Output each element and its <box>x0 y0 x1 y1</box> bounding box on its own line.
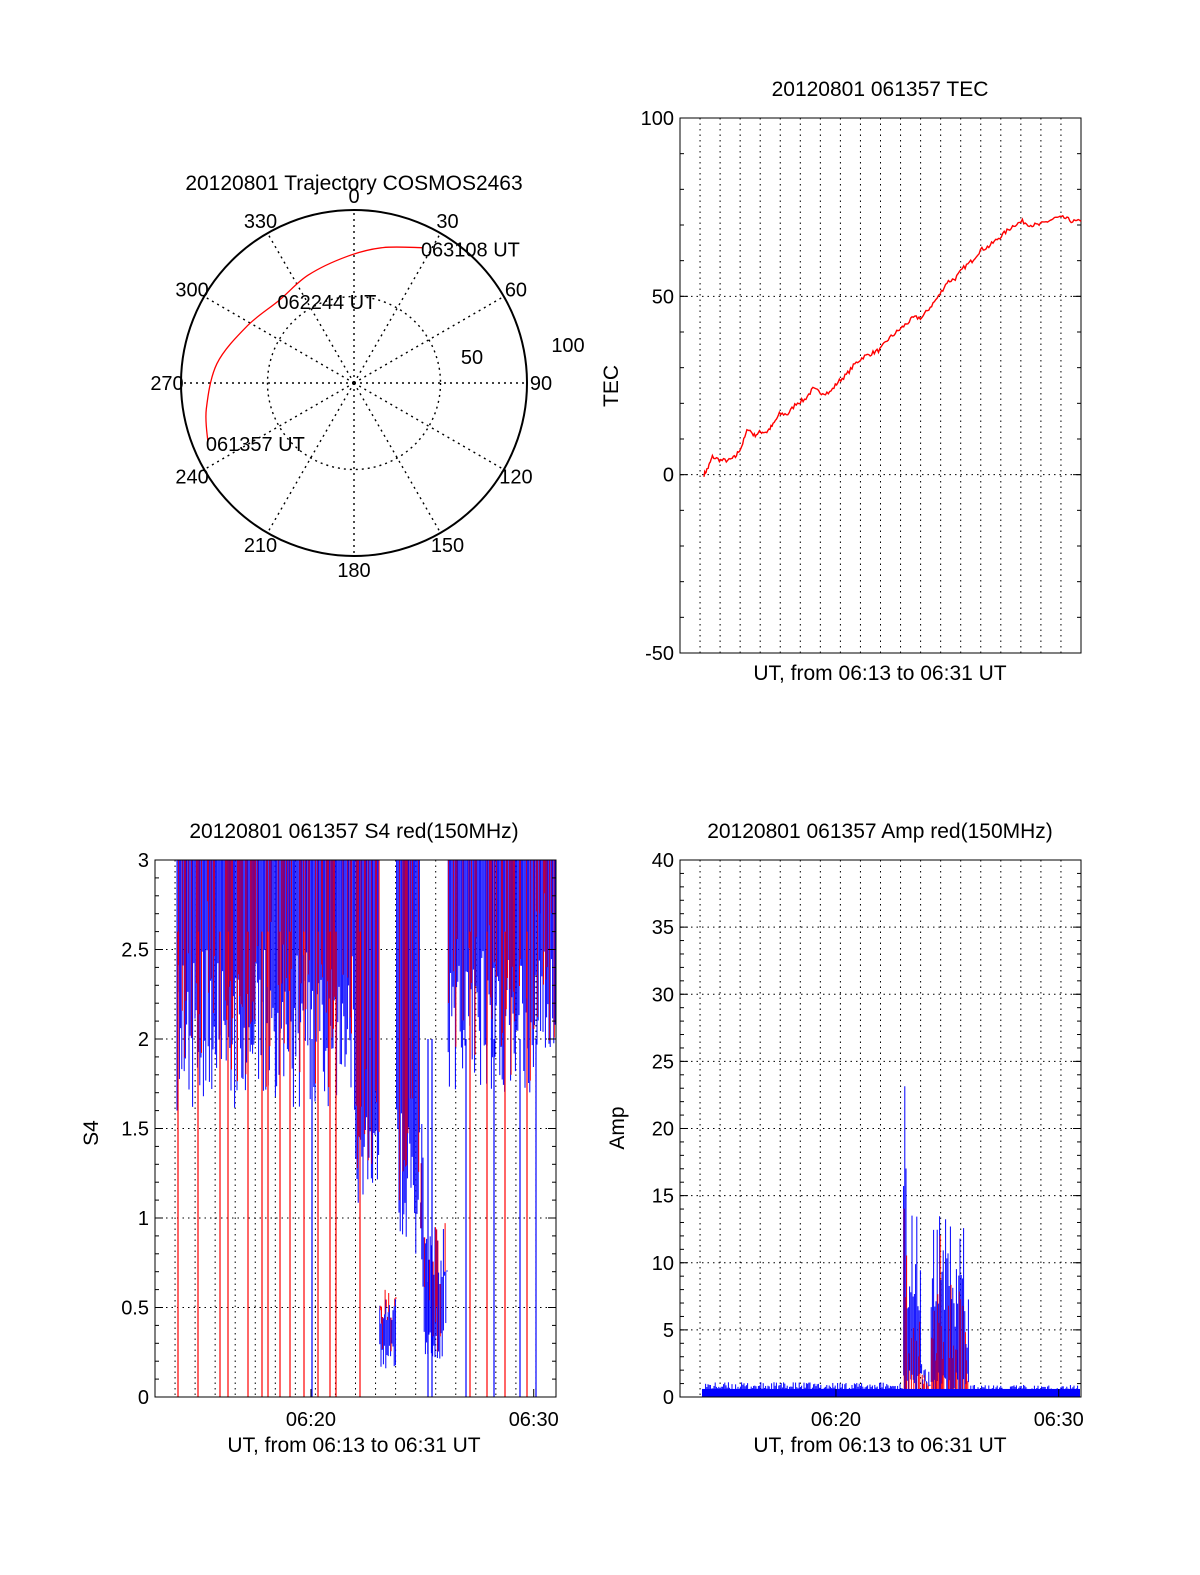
tec-grid <box>680 118 1081 653</box>
y-tick-label: 20 <box>652 1119 674 1141</box>
y-tick-label: 1 <box>138 1208 149 1230</box>
y-tick-label: 2.5 <box>121 940 149 962</box>
x-tick-label: 06:20 <box>811 1409 861 1431</box>
trajectory-time-labels: 061357 UT 062244 UT 063108 UT <box>206 240 520 456</box>
y-tick-label: 2 <box>138 1029 149 1051</box>
polar-azimuth-labels: 0 30 60 90 120 150 180 210 240 270 300 330 <box>150 186 552 582</box>
polar-azimuth-label-270: 270 <box>150 373 183 395</box>
y-tick-label: 30 <box>652 984 674 1006</box>
y-tick-label: 5 <box>663 1320 674 1342</box>
x-tick-label: 06:30 <box>509 1409 559 1431</box>
s4-series <box>176 860 556 1397</box>
amp-x-label: UT, from 06:13 to 06:31 UT <box>753 1434 1006 1457</box>
tec-y-label: TEC <box>600 365 623 407</box>
y-tick-label: 0.5 <box>121 1298 149 1320</box>
tec-panel: 20120801 061357 TEC -50 0 50 100 TEC UT, fr… <box>600 78 1082 685</box>
tec-plot-frame <box>679 117 1082 654</box>
polar-horizon-circle <box>180 209 528 557</box>
amp-plot-frame <box>679 859 1082 1398</box>
amp-baseline-band <box>702 1388 1080 1397</box>
amp-y-label: Amp <box>606 1106 629 1149</box>
polar-spoke-300 <box>203 295 355 384</box>
polar-azimuth-label-330: 330 <box>244 211 277 233</box>
y-tick-label: 25 <box>652 1051 674 1073</box>
polar-radial-label-100: 100 <box>551 335 584 357</box>
polar-spoke-120 <box>353 382 505 471</box>
y-tick-label: 35 <box>652 917 674 939</box>
y-tick-label: 3 <box>138 850 149 872</box>
amp-series <box>702 1086 1080 1397</box>
y-tick-label: 100 <box>641 108 674 130</box>
y-tick-label: 0 <box>138 1387 149 1409</box>
s4-y-label: S4 <box>80 1120 103 1146</box>
s4-panel: 20120801 061357 S4 red(150MHz) 0 0.5 1 1.5 2… <box>80 820 559 1457</box>
trajectory-line <box>205 246 423 443</box>
polar-azimuth-label-120: 120 <box>499 467 532 489</box>
trajectory-label-8: 063108 UT <box>421 240 520 262</box>
s4-title: 20120801 061357 S4 red(150MHz) <box>189 820 518 843</box>
polar-spoke-240 <box>203 382 355 471</box>
polar-azimuth-label-210: 210 <box>244 535 277 557</box>
tec-series-line <box>703 214 1082 477</box>
y-tick-label: 40 <box>652 850 674 872</box>
polar-spoke-330 <box>266 232 355 384</box>
y-tick-label: 0 <box>663 1387 674 1409</box>
y-tick-label: 50 <box>652 286 674 308</box>
polar-azimuth-label-30: 30 <box>436 211 458 233</box>
polar-azimuth-label-90: 90 <box>530 373 552 395</box>
polar-trajectory-panel: 20120801 Trajectory COSMOS2463 0 30 60 90 12… <box>150 172 584 582</box>
polar-radial-label-50: 50 <box>461 347 483 369</box>
s4-y-ticks: 0 0.5 1 1.5 2 2.5 3 <box>121 850 556 1409</box>
polar-grid <box>181 210 527 556</box>
amp-y-ticks: 0 5 10 15 20 25 30 35 40 <box>652 850 1081 1409</box>
tec-title: 20120801 061357 TEC <box>772 78 989 101</box>
x-tick-label: 06:20 <box>286 1409 336 1431</box>
polar-spoke-150 <box>353 382 442 534</box>
y-tick-label: 10 <box>652 1253 674 1275</box>
polar-spoke-210 <box>266 382 355 534</box>
trajectory-label-4: 062244 UT <box>277 292 376 314</box>
x-tick-label: 06:30 <box>1034 1409 1084 1431</box>
y-tick-label: 1.5 <box>121 1119 149 1141</box>
y-tick-label: 15 <box>652 1186 674 1208</box>
amp-panel: 20120801 061357 Amp red(150MHz) 0 5 10 15 20… <box>606 820 1084 1457</box>
amp-title: 20120801 061357 Amp red(150MHz) <box>707 820 1053 843</box>
y-tick-label: 0 <box>663 465 674 487</box>
s4-x-label: UT, from 06:13 to 06:31 UT <box>227 1434 480 1457</box>
polar-azimuth-label-180: 180 <box>337 560 370 582</box>
polar-ring-50 <box>266 295 442 471</box>
polar-azimuth-label-60: 60 <box>505 280 527 302</box>
trajectory-label-0: 061357 UT <box>206 434 305 456</box>
polar-azimuth-label-240: 240 <box>175 467 208 489</box>
s4-x-ticks: 06:20 06:30 <box>286 1389 559 1431</box>
polar-azimuth-label-0: 0 <box>348 186 359 208</box>
tec-y-ticks: -50 0 50 100 <box>641 108 1081 665</box>
polar-azimuth-label-300: 300 <box>175 280 208 302</box>
polar-spoke-60 <box>353 295 505 384</box>
polar-azimuth-label-150: 150 <box>431 535 464 557</box>
polar-title: 20120801 Trajectory COSMOS2463 <box>185 172 522 195</box>
polar-spoke-30 <box>353 232 442 384</box>
amp-x-ticks: 06:20 06:30 <box>811 1389 1084 1431</box>
amp-grid <box>680 860 1081 1397</box>
y-tick-label: -50 <box>645 643 674 665</box>
tec-x-label: UT, from 06:13 to 06:31 UT <box>753 662 1006 685</box>
